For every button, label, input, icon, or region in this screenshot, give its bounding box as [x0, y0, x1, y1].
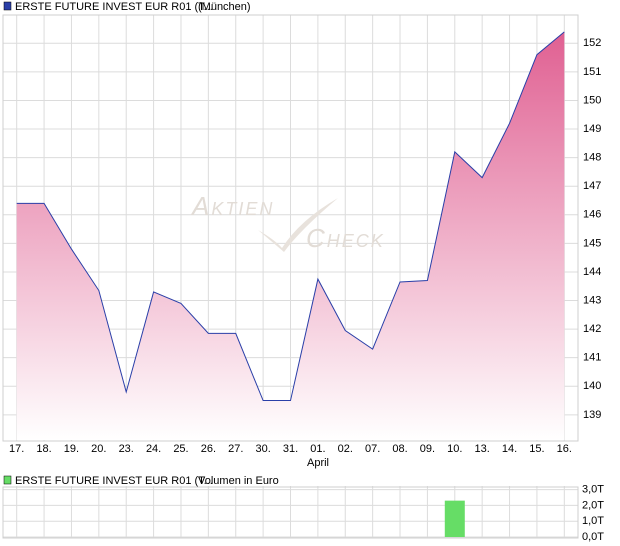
y-tick-label: 1,0T: [582, 515, 604, 527]
line: [16, 31, 565, 402]
y-tick-label: 142: [583, 323, 601, 335]
volume-frame: [2, 486, 579, 539]
x-tick-label: 23.: [119, 443, 134, 455]
y-tick-label: 145: [583, 237, 601, 249]
legend-label: ERSTE FUTURE INVEST EUR R01 (T...: [15, 475, 213, 487]
y-tick-label: 140: [583, 380, 601, 392]
x-tick-label: 17.: [9, 443, 24, 455]
y-tick-label: 141: [583, 352, 601, 364]
x-tick-label: 16.: [557, 443, 572, 455]
x-tick-label: 08.: [392, 443, 407, 455]
area: [16, 31, 565, 441]
watermark-check: [258, 198, 338, 252]
y-tick-label: 2,0T: [582, 499, 604, 511]
x-tick-label: 01.: [310, 443, 325, 455]
plot-frame: [2, 14, 579, 442]
y-tick-label: 151: [583, 66, 601, 78]
x-tick-label: 02.: [338, 443, 353, 455]
x-tick-label: 15.: [529, 443, 544, 455]
x-tick-label: 20.: [91, 443, 106, 455]
chart-subtitle: (München): [198, 1, 251, 13]
y-tick-label: 150: [583, 94, 601, 106]
y-tick-label: 139: [583, 409, 601, 421]
x-axis-label: April: [307, 457, 329, 469]
x-tick-label: 31.: [283, 443, 298, 455]
x-tick-label: 10.: [447, 443, 462, 455]
x-tick-label: 24.: [146, 443, 161, 455]
y-tick-label: 0,0T: [582, 531, 604, 543]
x-tick-label: 18.: [36, 443, 51, 455]
bar: [444, 500, 465, 537]
y-tick-label: 147: [583, 180, 601, 192]
legend-swatch: [3, 475, 12, 485]
x-tick-label: 09.: [420, 443, 435, 455]
y-tick-label: 3,0T: [582, 483, 604, 495]
x-tick-label: 14.: [502, 443, 517, 455]
y-tick-label: 143: [583, 294, 601, 306]
legend-label: ERSTE FUTURE INVEST EUR R01 (T...: [15, 1, 213, 13]
y-tick-label: 144: [583, 266, 601, 278]
x-tick-label: 19.: [64, 443, 79, 455]
chart-subtitle: Volumen in Euro: [198, 475, 279, 487]
legend-swatch: [3, 1, 12, 11]
y-tick-label: 146: [583, 209, 601, 221]
y-tick-label: 148: [583, 152, 601, 164]
x-tick-label: 25.: [173, 443, 188, 455]
x-tick-label: 13.: [475, 443, 490, 455]
x-tick-label: 27.: [228, 443, 243, 455]
watermark: Aktien: [190, 191, 274, 221]
x-tick-label: 30.: [255, 443, 270, 455]
y-tick-label: 152: [583, 37, 601, 49]
x-tick-label: 26.: [201, 443, 216, 455]
y-tick-label: 149: [583, 123, 601, 135]
watermark: Check: [306, 223, 385, 253]
x-tick-label: 07.: [365, 443, 380, 455]
